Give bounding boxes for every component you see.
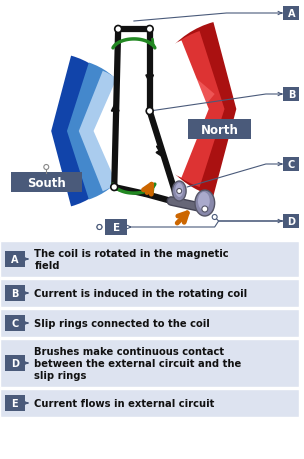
Text: E: E — [12, 398, 18, 408]
Circle shape — [146, 27, 153, 34]
FancyBboxPatch shape — [5, 252, 25, 268]
FancyBboxPatch shape — [283, 7, 300, 21]
Text: The coil is rotated in the magnetic
field: The coil is rotated in the magnetic fiel… — [34, 249, 229, 270]
Wedge shape — [165, 63, 215, 133]
Text: Current flows in external circuit: Current flows in external circuit — [34, 398, 215, 408]
Wedge shape — [136, 41, 209, 178]
Text: North: North — [201, 123, 239, 136]
Text: South: South — [27, 176, 66, 189]
Text: Current is induced in the rotating coil: Current is induced in the rotating coil — [34, 288, 247, 298]
Text: C: C — [288, 160, 295, 170]
Ellipse shape — [198, 193, 210, 211]
FancyBboxPatch shape — [283, 88, 300, 102]
FancyBboxPatch shape — [5, 315, 25, 331]
Wedge shape — [79, 72, 143, 192]
FancyBboxPatch shape — [283, 157, 300, 172]
Ellipse shape — [195, 190, 215, 217]
FancyBboxPatch shape — [188, 120, 251, 140]
FancyBboxPatch shape — [0, 241, 299, 277]
Text: D: D — [288, 217, 295, 226]
Circle shape — [111, 184, 118, 191]
Circle shape — [146, 108, 153, 115]
Circle shape — [97, 225, 102, 230]
Circle shape — [44, 165, 49, 170]
FancyBboxPatch shape — [5, 355, 25, 371]
Circle shape — [202, 207, 208, 213]
FancyBboxPatch shape — [0, 309, 299, 337]
FancyBboxPatch shape — [0, 280, 299, 308]
Circle shape — [177, 189, 182, 194]
Ellipse shape — [175, 184, 183, 197]
Wedge shape — [148, 23, 236, 196]
FancyBboxPatch shape — [0, 389, 299, 417]
Wedge shape — [94, 75, 155, 188]
FancyBboxPatch shape — [5, 395, 25, 411]
Circle shape — [97, 225, 102, 230]
FancyBboxPatch shape — [283, 214, 300, 229]
Text: A: A — [11, 254, 19, 264]
FancyBboxPatch shape — [5, 285, 25, 302]
Wedge shape — [144, 32, 225, 188]
Text: B: B — [288, 90, 295, 100]
Wedge shape — [67, 63, 138, 200]
Circle shape — [115, 27, 122, 34]
Text: E: E — [113, 223, 120, 233]
Circle shape — [212, 215, 217, 220]
FancyBboxPatch shape — [0, 339, 299, 387]
Ellipse shape — [172, 182, 186, 202]
Text: C: C — [11, 318, 19, 328]
Text: B: B — [11, 288, 19, 298]
Wedge shape — [51, 56, 128, 207]
Text: Slip rings connected to the coil: Slip rings connected to the coil — [34, 318, 210, 328]
Text: Brushes make continuous contact
between the external circuit and the
slip rings: Brushes make continuous contact between … — [34, 347, 242, 380]
Text: A: A — [288, 9, 295, 19]
FancyBboxPatch shape — [105, 219, 127, 235]
FancyBboxPatch shape — [11, 173, 82, 193]
Text: D: D — [11, 358, 19, 368]
